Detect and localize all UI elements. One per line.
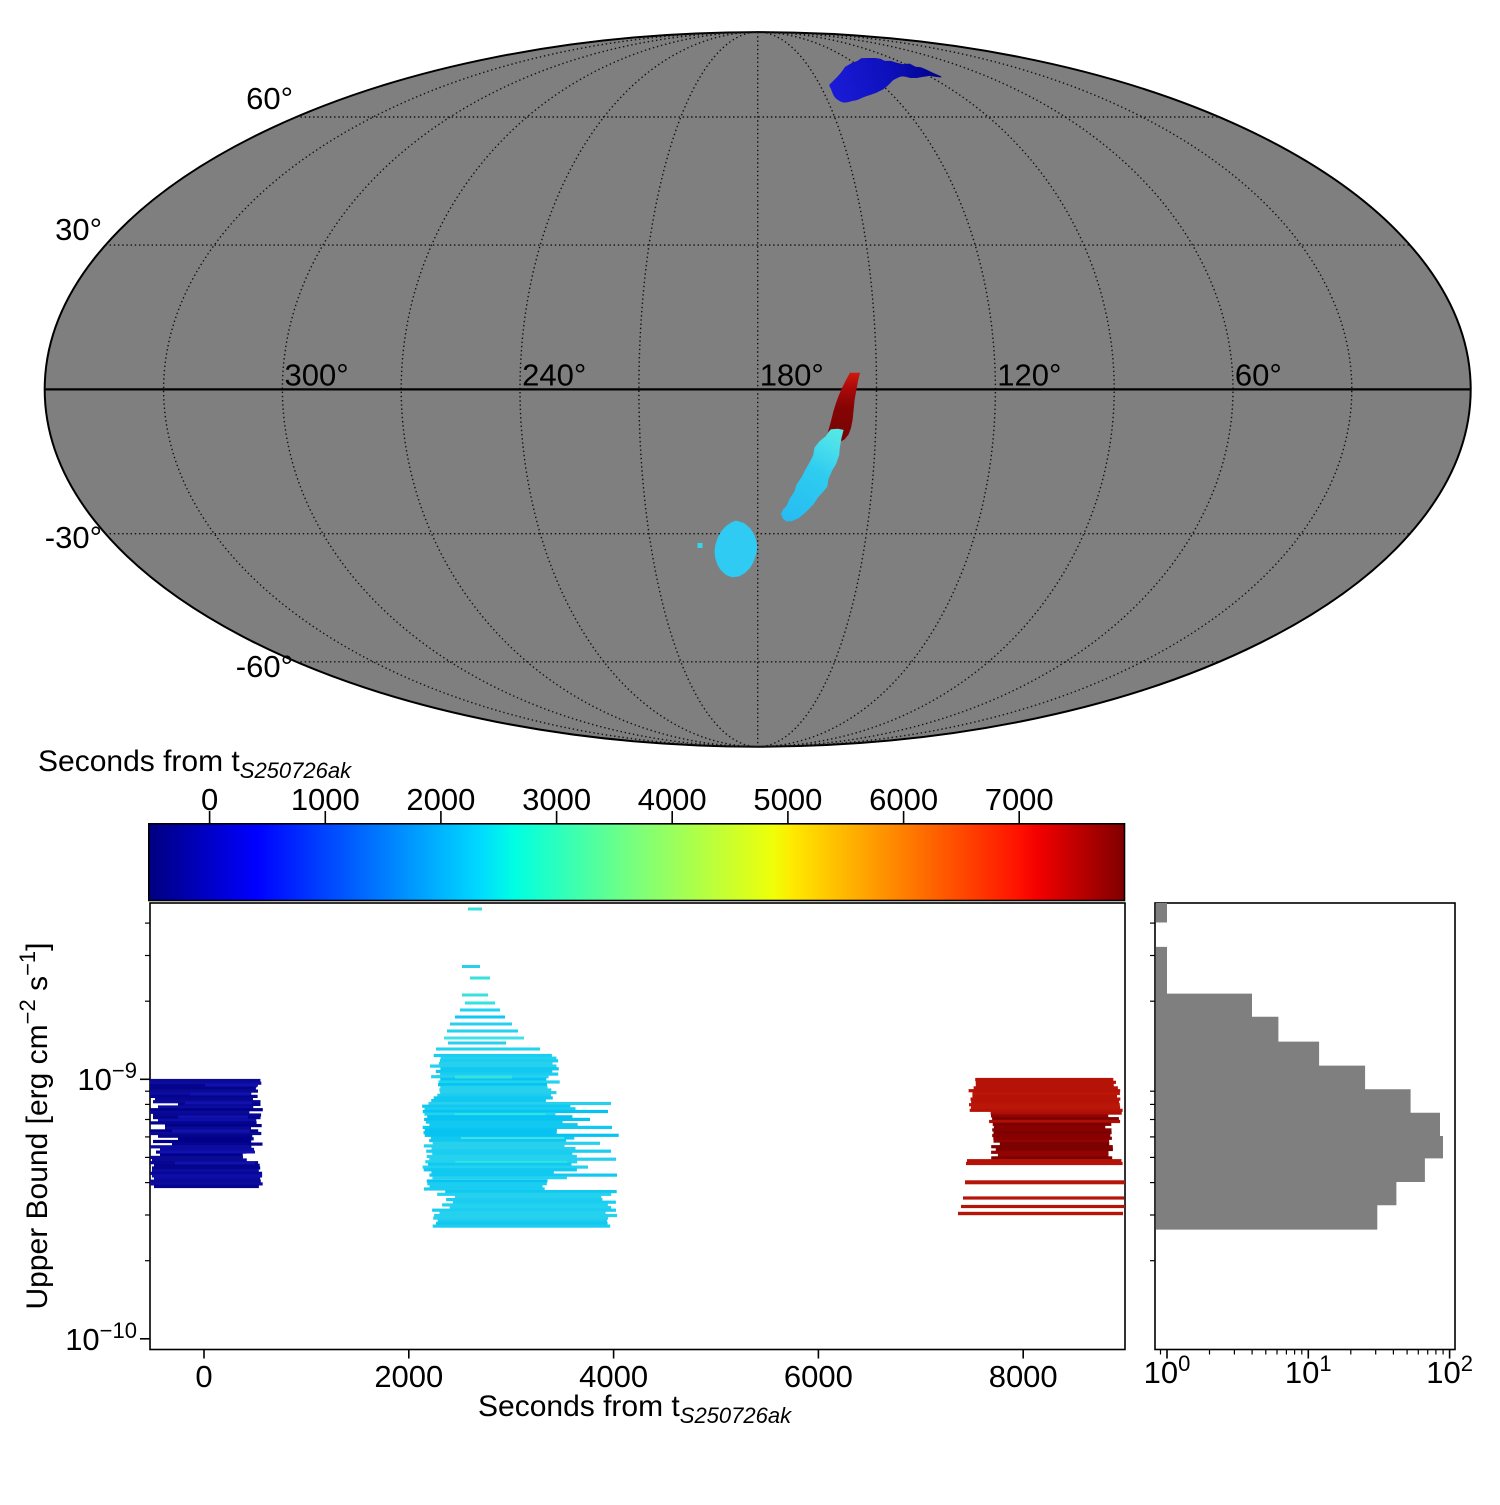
svg-text:-30°: -30° xyxy=(45,520,102,555)
svg-text:4000: 4000 xyxy=(579,1359,648,1394)
svg-text:-60°: -60° xyxy=(236,649,293,684)
svg-text:300°: 300° xyxy=(285,358,349,393)
svg-text:3000: 3000 xyxy=(522,782,591,817)
svg-text:4000: 4000 xyxy=(638,782,707,817)
svg-text:7000: 7000 xyxy=(985,782,1054,817)
svg-text:120°: 120° xyxy=(997,358,1061,393)
svg-text:Upper Bound [erg cm−2 s−1]: Upper Bound [erg cm−2 s−1] xyxy=(15,942,54,1309)
svg-text:2000: 2000 xyxy=(374,1359,443,1394)
svg-text:6000: 6000 xyxy=(784,1359,853,1394)
svg-text:1000: 1000 xyxy=(291,782,360,817)
svg-text:60°: 60° xyxy=(1235,358,1282,393)
svg-text:60°: 60° xyxy=(246,81,293,116)
svg-text:240°: 240° xyxy=(522,358,586,393)
svg-text:0: 0 xyxy=(195,1359,212,1394)
svg-text:8000: 8000 xyxy=(989,1359,1058,1394)
svg-text:6000: 6000 xyxy=(869,782,938,817)
svg-text:5000: 5000 xyxy=(753,782,822,817)
svg-text:180°: 180° xyxy=(760,358,824,393)
svg-text:2000: 2000 xyxy=(406,782,475,817)
svg-text:30°: 30° xyxy=(55,212,102,247)
svg-text:0: 0 xyxy=(201,782,218,817)
